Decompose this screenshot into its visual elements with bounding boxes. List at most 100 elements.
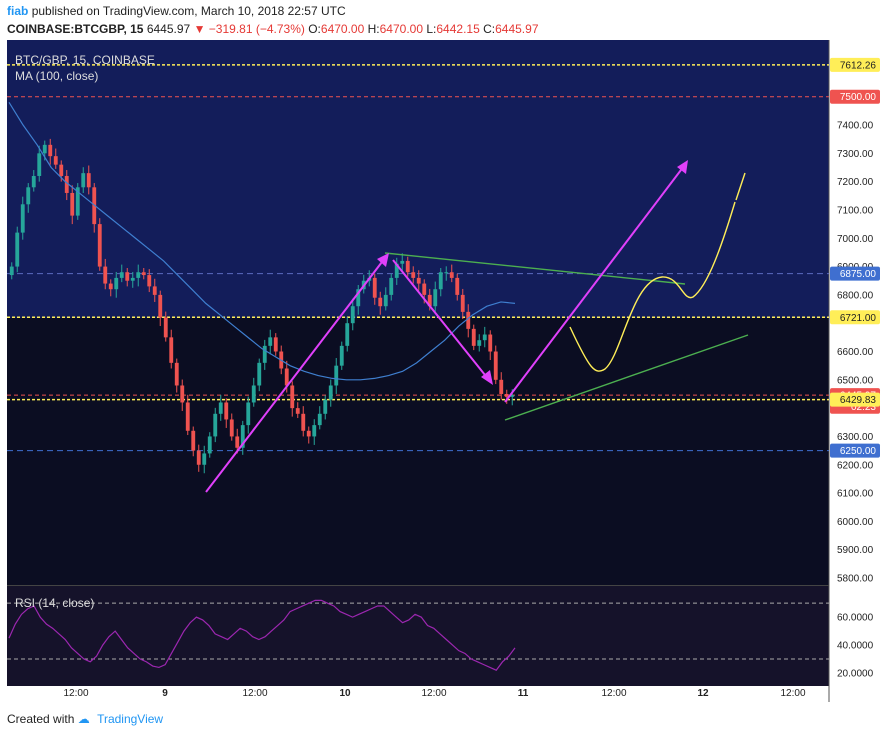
close-value: 6445.97 [495,22,539,36]
time-tick-label: 12 [697,688,709,699]
candle-body [334,365,339,386]
candle-body [504,393,509,397]
price-tick-label: 5900.00 [837,545,874,556]
candle-body [207,436,212,454]
candle-body [180,385,185,403]
low-label: L: [426,22,437,36]
quote-line: COINBASE:BTCGBP, 15 6445.97 ▼ −319.81 (−… [7,22,539,36]
price-tick-label: 7000.00 [837,234,874,245]
price-tag-bg [830,392,880,407]
candle-body [42,144,47,154]
candle-body [444,272,449,274]
price-tag-bg [830,310,880,325]
tradingview-logo-icon: ☁ [77,712,90,726]
candle-body [15,232,20,267]
candle-body [20,204,25,233]
last-price: 6445.97 [146,22,191,36]
candle-body [295,408,300,414]
candle-body [471,328,476,346]
candle-body [169,337,174,363]
up-arrow-2 [504,165,685,403]
candle-body [460,294,465,312]
candle-body [411,272,416,278]
candle-body [312,425,317,437]
symbol-label: COINBASE:BTCGBP, 15 [7,22,144,36]
candle-body [383,294,388,307]
high-value: 6470.00 [379,22,424,36]
price-tick-label: 6000.00 [837,517,874,528]
candle-body [37,153,42,176]
price-tag-label: 6250.00 [840,446,877,457]
candle-body [31,175,36,188]
chart-title: BTC/GBP, 15, COINBASE [15,53,155,67]
candle-body [493,351,498,380]
price-tick-label: 6800.00 [837,290,874,301]
candle-body [185,402,190,431]
candle-body [70,192,75,216]
price-tick-label: 6100.00 [837,489,874,500]
candle-body [350,306,355,324]
down-arrow [392,259,490,381]
author-name[interactable]: fiab [7,4,29,18]
candle-body [240,425,245,448]
rsi-tick-label: 40.0000 [837,641,874,652]
candle-body [114,277,119,290]
candle-body [477,340,482,346]
projection-curve [569,201,736,372]
time-tick-label: 12:00 [601,688,626,699]
price-tag-bg [830,89,880,104]
candle-body [301,413,306,431]
candle-body [59,164,64,176]
candle-body [26,187,31,205]
rsi-pane-bg [7,586,829,686]
candle-body [246,402,251,426]
candle-body [81,173,86,188]
candle-body [125,272,130,281]
annotations [205,160,749,493]
time-tick-label: 9 [162,688,168,699]
candle-body [97,224,102,267]
candle-body [86,173,91,188]
candle-body [389,277,394,295]
price-tag-label: 02:23 [851,402,876,413]
time-axis-bg [7,686,829,702]
candle-body [64,175,69,193]
candle-body [130,277,135,281]
candle-body [141,272,146,276]
candles [9,138,515,474]
price-tag-bg [830,443,880,458]
rsi-indicator [7,599,829,671]
candle-body [284,368,289,386]
candle-body [9,266,14,276]
price-tag-bg [830,57,880,72]
ma-line [8,102,516,381]
chart-canvas[interactable]: BTC/GBP, 15, COINBASE MA (100, close) RS… [0,40,893,702]
candle-body [229,419,234,437]
candle-body [488,334,493,352]
candle-body [372,277,377,298]
rsi-tick-label: 60.0000 [837,613,874,624]
candle-body [339,345,344,366]
low-value: 6442.15 [436,22,480,36]
time-tick-label: 12:00 [242,688,267,699]
candle-body [196,450,201,465]
candle-body [328,385,333,400]
price-tick-label: 5800.00 [837,574,874,585]
candle-body [449,272,454,278]
candle-body [455,277,460,295]
candle-body [257,362,262,386]
candle-body [53,156,58,165]
candle-body [378,297,383,307]
candle-body [306,430,311,437]
candle-body [251,385,256,403]
candle-body [422,283,427,295]
projection-curve-tail [735,172,746,201]
tradingview-link[interactable]: TradingView [97,712,164,726]
candle-body [75,187,80,216]
candle-body [136,272,141,278]
candle-body [482,334,487,341]
candle-body [262,345,267,363]
candle-body [213,413,218,437]
rsi-tick-label: 20.0000 [837,669,874,680]
chart-header: fiab published on TradingView.com, March… [0,0,893,40]
